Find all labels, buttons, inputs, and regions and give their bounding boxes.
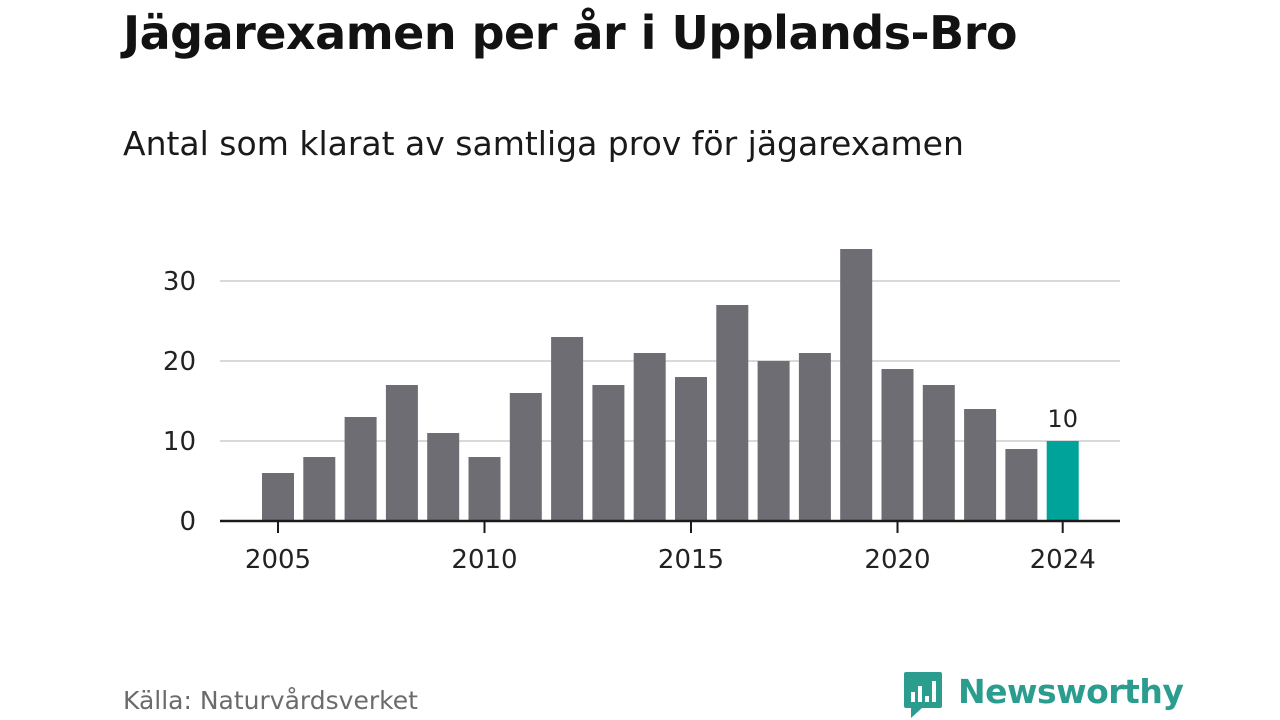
bar-2007	[344, 417, 377, 521]
x-tick-label-2010: 2010	[451, 545, 517, 575]
bar-2015	[675, 377, 707, 521]
bar-2008	[385, 385, 418, 521]
x-tick-labels: 2005 2010 2015 2020 2024	[245, 545, 1096, 575]
x-axis	[220, 519, 1120, 533]
bar-2019	[840, 249, 873, 521]
bar-2014	[633, 353, 666, 521]
y-tick-labels: 0 10 20 30	[163, 267, 196, 537]
bar-2023	[1005, 449, 1038, 521]
bar-2011	[509, 393, 542, 521]
brand[interactable]: Newsworthy	[902, 670, 1184, 720]
bar-2018	[798, 353, 831, 521]
bar-chart: 0 10 20 30 2005 2010 2015 2020 2024 10	[163, 249, 1120, 575]
newsworthy-logo-icon	[904, 672, 942, 718]
bar-2017	[757, 361, 790, 521]
bar-2010	[468, 457, 501, 521]
bar-2016	[716, 305, 749, 521]
bar-2022	[964, 409, 997, 521]
bars	[262, 249, 1079, 521]
bar-2005	[262, 473, 294, 521]
chart-title: Jägarexamen per år i Upplands-Bro	[123, 6, 1017, 60]
bar-2009	[427, 433, 460, 521]
bar-2021	[922, 385, 955, 521]
bar-2020	[881, 369, 914, 521]
bar-2013	[592, 385, 625, 521]
value-labels: 10	[1047, 405, 1078, 433]
brand-name: Newsworthy	[958, 672, 1184, 711]
bar-2006	[303, 457, 336, 521]
source-note: Källa: Naturvårdsverket	[123, 686, 418, 715]
bar-2012	[551, 337, 584, 521]
y-tick-label-10: 10	[163, 427, 196, 457]
y-tick-label-0: 0	[179, 507, 196, 537]
x-tick-label-2005: 2005	[245, 545, 311, 575]
bar-2024	[1046, 441, 1079, 521]
x-tick-label-2015: 2015	[658, 545, 724, 575]
y-tick-label-20: 20	[163, 347, 196, 377]
value-label-2024: 10	[1047, 405, 1078, 433]
x-tick-label-2024: 2024	[1030, 545, 1096, 575]
x-tick-label-2020: 2020	[864, 545, 930, 575]
chart-subtitle: Antal som klarat av samtliga prov för jä…	[123, 124, 964, 163]
y-tick-label-30: 30	[163, 267, 196, 297]
